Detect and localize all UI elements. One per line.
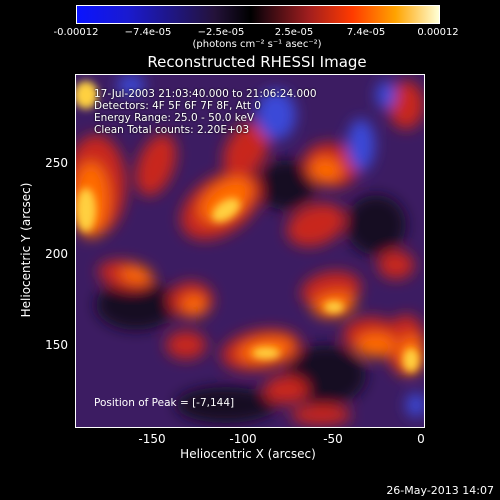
colorbar-tick: 0.00012 [417,27,459,38]
x-axis-label: Heliocentric X (arcsec) [180,447,316,461]
image-blob [96,280,176,330]
y-tick-label: 200 [45,247,68,261]
x-tick-label: -150 [138,432,166,446]
colorbar-units: (photons cm⁻² s⁻¹ asec⁻²) [192,39,322,50]
image-blob [310,157,342,183]
colorbar-tick: 2.5e-05 [274,27,314,38]
energy-range-label: Energy Range: 25.0 - 50.0 keV [94,112,255,124]
x-tick-label: -50 [323,432,343,446]
image-blob [76,188,96,232]
image-blob [256,90,296,140]
y-tick-label: 250 [45,156,68,170]
image-blob [176,387,276,423]
colorbar-tick: -0.00012 [53,27,99,38]
image-blob [378,251,414,279]
detectors-label: Detectors: 4F 5F 6F 7F 8F, Att 0 [94,100,261,112]
colorbar-tick: 7.4e-05 [346,27,386,38]
x-tick-label: 0 [417,432,425,446]
image-blob [264,376,308,404]
image-blob [346,195,406,255]
time-range-label: 17-Jul-2003 21:03:40.000 to 21:06:24.000 [94,88,317,100]
image-blob [388,81,424,129]
chart-title: Reconstructed RHESSI Image [147,53,367,71]
image-blob [211,198,241,222]
image-blob [117,75,145,95]
x-tick-label: -100 [229,432,257,446]
image-blob [120,266,152,284]
footer-date: 26-May-2013 14:07 [386,484,494,497]
y-tick-label: 150 [45,338,68,352]
peak-position-label: Position of Peak = [-7,144] [94,397,235,409]
image-blob [406,393,424,417]
image-blob [223,122,269,178]
image-blob [376,81,396,109]
colorbar [76,5,440,24]
image-blob [324,301,344,313]
image-blob [135,134,177,196]
image-blob [182,295,206,315]
image-blob [403,348,419,372]
colorbar-tick: −2.5e-05 [197,27,245,38]
image-blob [256,160,316,210]
image-blob [286,203,346,247]
image-blob [252,347,280,359]
image-blob [347,119,375,171]
plot-area [75,74,425,428]
image-blob [291,405,351,425]
heatmap-image [76,75,424,427]
image-blob [166,331,206,359]
image-blob [356,333,396,357]
y-axis-label: Heliocentric Y (arcsec) [19,182,33,318]
image-blob [76,81,98,109]
colorbar-tick: −7.4e-05 [124,27,172,38]
clean-counts-label: Clean Total counts: 2.20E+03 [94,124,250,136]
